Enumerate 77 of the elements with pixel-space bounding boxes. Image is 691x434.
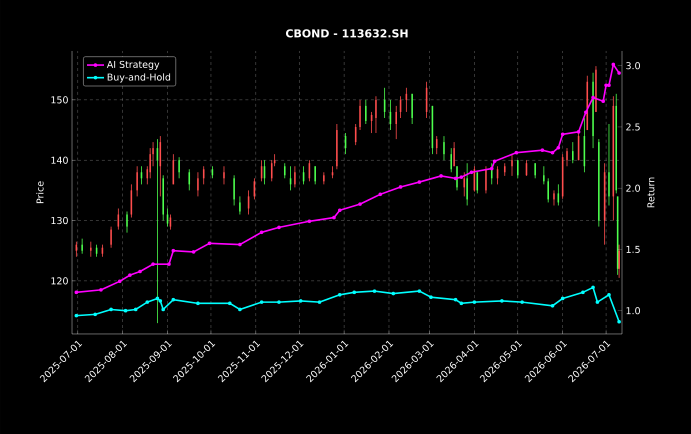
candlestick: [365, 99, 367, 124]
candlestick: [136, 166, 138, 197]
candlestick: [284, 162, 286, 179]
candlestick: [534, 162, 536, 179]
candlestick: [558, 184, 560, 206]
y-tick-label: 150: [51, 96, 68, 104]
candlestick: [102, 244, 104, 258]
candlestick: [485, 166, 487, 194]
candlestick: [294, 166, 296, 188]
candlestick: [202, 166, 205, 185]
y-tick-label: 120: [51, 277, 68, 284]
y2-tick-label: 2.5: [626, 123, 640, 131]
candlestick: [178, 156, 180, 179]
candlestick: [212, 166, 214, 179]
candlestick: [375, 96, 377, 134]
candlestick: [395, 105, 398, 140]
candlestick: [90, 241, 92, 258]
y2-axis-title: Return: [647, 178, 654, 208]
candlestick: [400, 96, 402, 118]
candlestick: [543, 166, 545, 185]
candlestick: [314, 166, 316, 185]
candlestick: [344, 132, 346, 155]
candlestick: [566, 148, 568, 167]
candlestick: [390, 99, 392, 130]
candlestick: [197, 172, 199, 197]
candlestick: [110, 226, 112, 248]
candlestick: [354, 124, 356, 146]
candlestick: [476, 172, 478, 194]
candlestick: [572, 142, 574, 164]
candlestick: [517, 160, 519, 179]
candlestick: [443, 136, 445, 161]
candlestick: [450, 148, 452, 173]
y-axis-title: Price: [36, 181, 44, 204]
candlestick: [188, 168, 190, 191]
candlestick: [140, 166, 142, 185]
candlestick: [302, 166, 304, 185]
candlestick: [248, 190, 250, 215]
candlestick: [406, 87, 408, 112]
candlestick: [170, 214, 172, 230]
chart-title: CBOND - 113632.SH: [286, 29, 408, 38]
candlestick: [359, 99, 361, 130]
candlestick: [511, 154, 513, 176]
candlestick: [81, 238, 83, 254]
candlestick: [76, 241, 78, 258]
candlestick: [96, 244, 98, 258]
y2-tick-label: 1.5: [626, 246, 640, 253]
candlestick: [233, 174, 235, 206]
y2-tick-label: 2.0: [626, 184, 640, 192]
y-tick-label: 140: [51, 156, 68, 164]
y-tick-label: 130: [51, 216, 68, 224]
candlestick: [264, 160, 266, 185]
candlestick: [436, 136, 438, 155]
candlestick: [553, 190, 555, 206]
candlestick: [463, 172, 466, 197]
candlestick: [466, 162, 468, 206]
candlestick: [239, 196, 241, 215]
legend-label: Buy-and-Hold: [108, 73, 170, 82]
candlestick: [370, 112, 372, 134]
candlestick: [166, 208, 168, 227]
candlestick: [547, 178, 549, 203]
candlestick: [332, 166, 334, 179]
candlestick: [453, 142, 455, 167]
y2-tick-label: 3.0: [626, 62, 640, 70]
legend-label: AI Strategy: [106, 60, 160, 70]
candlestick: [118, 208, 120, 230]
candlestick: [290, 166, 292, 191]
candlestick: [384, 87, 386, 118]
y2-tick-label: 1.0: [626, 307, 640, 314]
candlestick: [504, 162, 506, 176]
candlestick: [254, 178, 256, 200]
candlestick: [260, 160, 262, 182]
candlestick: [223, 166, 225, 185]
candlestick: [323, 172, 325, 185]
candlestick: [308, 160, 310, 182]
candlestick: [496, 166, 498, 185]
candlestick: [126, 211, 128, 234]
candlestick: [526, 160, 528, 176]
